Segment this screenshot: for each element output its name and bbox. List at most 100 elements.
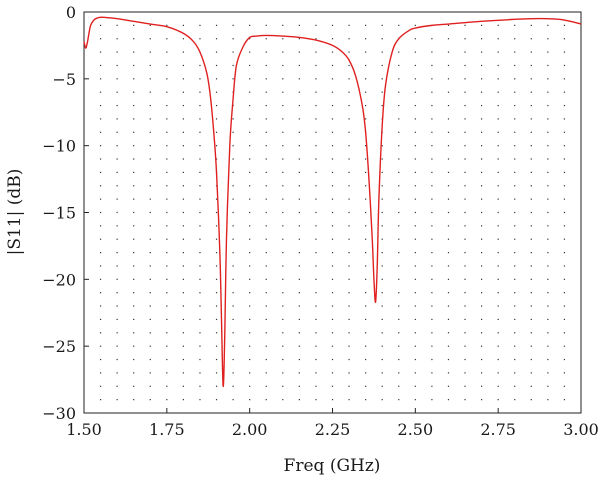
- y-tick-label: −20: [42, 270, 76, 289]
- grid-dot: [398, 78, 400, 80]
- grid-dot: [166, 318, 168, 321]
- grid-dot: [431, 305, 433, 307]
- grid-dot: [149, 64, 151, 67]
- grid-dot: [182, 318, 184, 321]
- grid-dot: [348, 238, 350, 240]
- grid-dot: [331, 118, 334, 120]
- grid-dot: [99, 145, 102, 147]
- grid-dot: [298, 345, 300, 347]
- grid-dot: [249, 158, 251, 160]
- grid-dot: [431, 278, 433, 280]
- grid-dot: [298, 24, 300, 26]
- grid-dot: [215, 158, 218, 160]
- grid-dot: [199, 265, 201, 267]
- grid-dot: [481, 358, 483, 361]
- grid-dot: [447, 198, 450, 200]
- grid-dot: [514, 211, 516, 214]
- grid-dot: [365, 171, 367, 173]
- grid-dot: [514, 305, 516, 307]
- grid-dot: [365, 118, 367, 120]
- grid-dot: [265, 399, 267, 401]
- grid-dot: [315, 51, 317, 53]
- grid-dot: [530, 78, 532, 80]
- grid-dot: [431, 265, 433, 267]
- grid-dot: [99, 24, 102, 26]
- grid-dot: [133, 292, 135, 294]
- grid-dot: [133, 158, 135, 160]
- grid-dot: [481, 198, 483, 200]
- grid-dot: [199, 158, 201, 160]
- grid-dot: [348, 332, 350, 334]
- grid-dot: [530, 91, 532, 93]
- grid-dot: [464, 104, 466, 107]
- grid-dot: [547, 358, 549, 361]
- grid-dot: [431, 91, 433, 93]
- grid-dot: [99, 131, 102, 133]
- grid-dot: [215, 252, 218, 254]
- grid-dot: [447, 51, 450, 53]
- grid-dot: [381, 171, 383, 173]
- grid-dot: [331, 38, 334, 40]
- grid-dot: [431, 131, 433, 133]
- grid-dot: [298, 225, 300, 227]
- grid-dot: [431, 38, 433, 40]
- grid-dot: [249, 24, 251, 26]
- grid-dot: [497, 345, 499, 347]
- grid-dot: [497, 252, 499, 254]
- grid-dot: [414, 171, 416, 173]
- grid-dot: [232, 358, 234, 361]
- grid-dot: [497, 24, 499, 26]
- grid-dot: [249, 358, 251, 361]
- grid-dot: [331, 104, 334, 107]
- grid-dot: [265, 358, 267, 361]
- grid-dot: [133, 64, 135, 67]
- grid-dot: [116, 278, 118, 280]
- grid-dot: [381, 292, 383, 294]
- grid-dot: [331, 131, 334, 133]
- grid-dot: [315, 358, 317, 361]
- grid-dot: [464, 158, 466, 160]
- grid-dot: [398, 131, 400, 133]
- grid-dot: [249, 198, 251, 200]
- grid-dot: [265, 104, 267, 107]
- grid-dot: [298, 265, 300, 267]
- grid-dot: [265, 185, 267, 187]
- grid-dot: [199, 372, 201, 374]
- grid-dot: [464, 145, 466, 147]
- grid-dot: [282, 145, 284, 147]
- grid-dot: [166, 278, 168, 280]
- grid-dot: [133, 38, 135, 40]
- grid-dot: [99, 104, 102, 107]
- grid-dot: [431, 358, 433, 361]
- grid-dot: [232, 145, 234, 147]
- grid-dot: [365, 318, 367, 321]
- grid-dot: [497, 64, 499, 67]
- grid-dot: [232, 118, 234, 120]
- grid-dot: [514, 345, 516, 347]
- grid-dot: [348, 358, 350, 361]
- grid-dot: [431, 64, 433, 67]
- grid-dot: [481, 372, 483, 374]
- grid-dot: [414, 332, 416, 334]
- grid-dot: [481, 252, 483, 254]
- grid-dot: [199, 292, 201, 294]
- grid-dot: [481, 305, 483, 307]
- grid-dot: [381, 358, 383, 361]
- grid-dot: [414, 345, 416, 347]
- grid-dot: [547, 198, 549, 200]
- grid-dot: [215, 91, 218, 93]
- grid-dot: [282, 118, 284, 120]
- grid-dot: [298, 38, 300, 40]
- grid-dot: [481, 51, 483, 53]
- grid-dot: [547, 399, 549, 401]
- grid-dot: [133, 372, 135, 374]
- s11-series-line: [83, 16, 582, 387]
- grid-dot: [331, 198, 334, 200]
- grid-dot: [182, 332, 184, 334]
- grid-dot: [547, 385, 549, 387]
- grid-dot: [149, 358, 151, 361]
- grid-dot: [398, 292, 400, 294]
- grid-dot: [464, 332, 466, 334]
- grid-dot: [166, 292, 168, 294]
